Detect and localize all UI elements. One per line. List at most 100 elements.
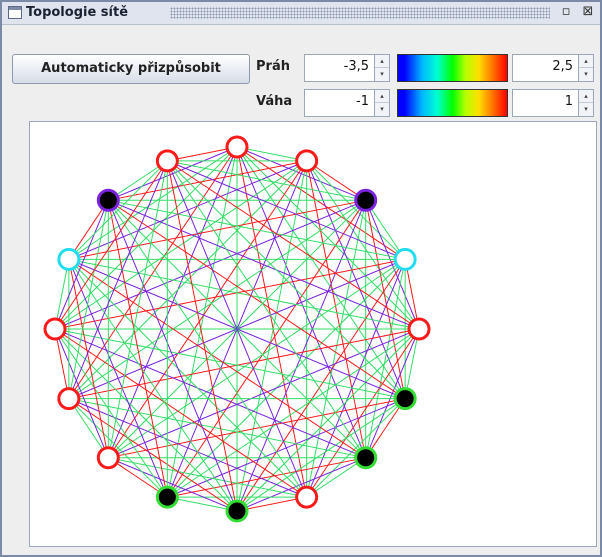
network-edge [68, 200, 109, 260]
network-node[interactable] [354, 446, 378, 470]
close-icon[interactable]: ⊠ [582, 4, 594, 19]
network-edge [167, 146, 238, 162]
network-node[interactable] [155, 485, 179, 509]
spinner-down-icon[interactable]: ▾ [380, 70, 384, 78]
network-edge [54, 160, 168, 330]
spinner-up-icon[interactable]: ▴ [579, 90, 593, 103]
edges [54, 146, 420, 512]
network-node[interactable] [295, 149, 319, 173]
weight-color-gradient [397, 89, 508, 117]
network-edge [236, 398, 406, 512]
network-edge [68, 160, 168, 399]
title-bar[interactable]: Topologie sítě ▫ ⊠ [2, 2, 600, 25]
nodes [43, 135, 431, 523]
network-edge [365, 398, 406, 458]
network-node[interactable] [43, 317, 67, 341]
network-node[interactable] [295, 485, 319, 509]
network-node[interactable] [96, 188, 120, 212]
network-edge [166, 160, 367, 458]
network-node[interactable] [393, 387, 417, 411]
threshold-max-value[interactable]: 2,5 [552, 59, 573, 74]
network-edge [68, 259, 109, 458]
threshold-max-spinner[interactable]: 2,5 ▴ ▾ [512, 54, 594, 82]
window-icon [8, 6, 22, 19]
spinner-up-icon[interactable]: ▴ [375, 90, 389, 103]
threshold-max-arrows[interactable]: ▴ ▾ [578, 55, 593, 81]
network-node[interactable] [155, 149, 179, 173]
threshold-min-spinner[interactable]: -3,5 ▴ ▾ [304, 54, 390, 82]
network-edge [306, 457, 366, 498]
network-edge [166, 146, 238, 498]
network-edge [236, 496, 307, 512]
network-edge [107, 200, 238, 512]
network-edge [54, 328, 109, 458]
network-node[interactable] [96, 446, 120, 470]
network-edge [68, 398, 238, 512]
network-node[interactable] [225, 135, 249, 159]
network-edge [236, 160, 308, 512]
network-node[interactable] [354, 188, 378, 212]
network-edge [68, 160, 168, 260]
network-edge [108, 199, 406, 400]
network-edge [54, 328, 70, 399]
network-edge [54, 258, 406, 330]
network-node[interactable] [407, 317, 431, 341]
network-edge [107, 160, 168, 458]
network-canvas[interactable] [29, 121, 597, 547]
network-edge [166, 160, 308, 498]
network-graph[interactable] [30, 122, 596, 546]
network-edge [108, 457, 238, 512]
network-edge [167, 160, 366, 201]
weight-max-spinner[interactable]: 1 ▴ ▾ [512, 89, 594, 117]
threshold-min-arrows[interactable]: ▴ ▾ [374, 55, 389, 81]
network-node[interactable] [57, 387, 81, 411]
weight-min-value[interactable]: -1 [356, 94, 369, 109]
network-edge [68, 146, 238, 260]
network-edge [68, 398, 109, 458]
network-node[interactable] [393, 247, 417, 271]
weight-max-arrows[interactable]: ▴ ▾ [578, 90, 593, 116]
weight-label: Váha [256, 94, 293, 109]
network-edge [68, 259, 238, 512]
network-edge [365, 200, 406, 260]
network-edge [167, 457, 366, 498]
network-edge [54, 328, 406, 400]
network-edge [166, 200, 367, 498]
spinner-up-icon[interactable]: ▴ [375, 55, 389, 68]
network-edge [54, 259, 70, 330]
threshold-min-value[interactable]: -3,5 [343, 59, 369, 74]
network-edge [54, 200, 109, 330]
network-edge [108, 160, 168, 201]
restore-icon[interactable]: ▫ [561, 4, 571, 19]
network-edge [167, 160, 406, 260]
spinner-up-icon[interactable]: ▴ [579, 55, 593, 68]
network-edge [365, 200, 406, 399]
network-edge [167, 160, 420, 330]
network-edge [167, 496, 238, 512]
network-edge [68, 200, 109, 399]
network-edge [68, 199, 366, 400]
weight-min-arrows[interactable]: ▴ ▾ [374, 90, 389, 116]
network-edge [68, 259, 168, 498]
network-edge [108, 258, 406, 459]
title-bar-grip [170, 7, 550, 19]
threshold-label: Práh [256, 59, 290, 74]
spinner-down-icon[interactable]: ▾ [380, 105, 384, 113]
window-title: Topologie sítě [26, 5, 135, 20]
network-edge [68, 258, 366, 459]
network-edge [236, 146, 308, 498]
network-edge [306, 160, 366, 201]
auto-fit-button[interactable]: Automaticky přizpůsobit [12, 54, 250, 84]
spinner-down-icon[interactable]: ▾ [584, 105, 588, 113]
spinner-down-icon[interactable]: ▾ [584, 70, 588, 78]
network-node[interactable] [225, 499, 249, 523]
network-edge [166, 160, 406, 400]
network-edge [306, 328, 420, 498]
network-edge [404, 328, 420, 399]
weight-min-spinner[interactable]: -1 ▴ ▾ [304, 89, 390, 117]
weight-max-value[interactable]: 1 [564, 94, 573, 109]
network-edge [236, 146, 307, 162]
network-node[interactable] [57, 247, 81, 271]
network-edge [54, 328, 307, 498]
